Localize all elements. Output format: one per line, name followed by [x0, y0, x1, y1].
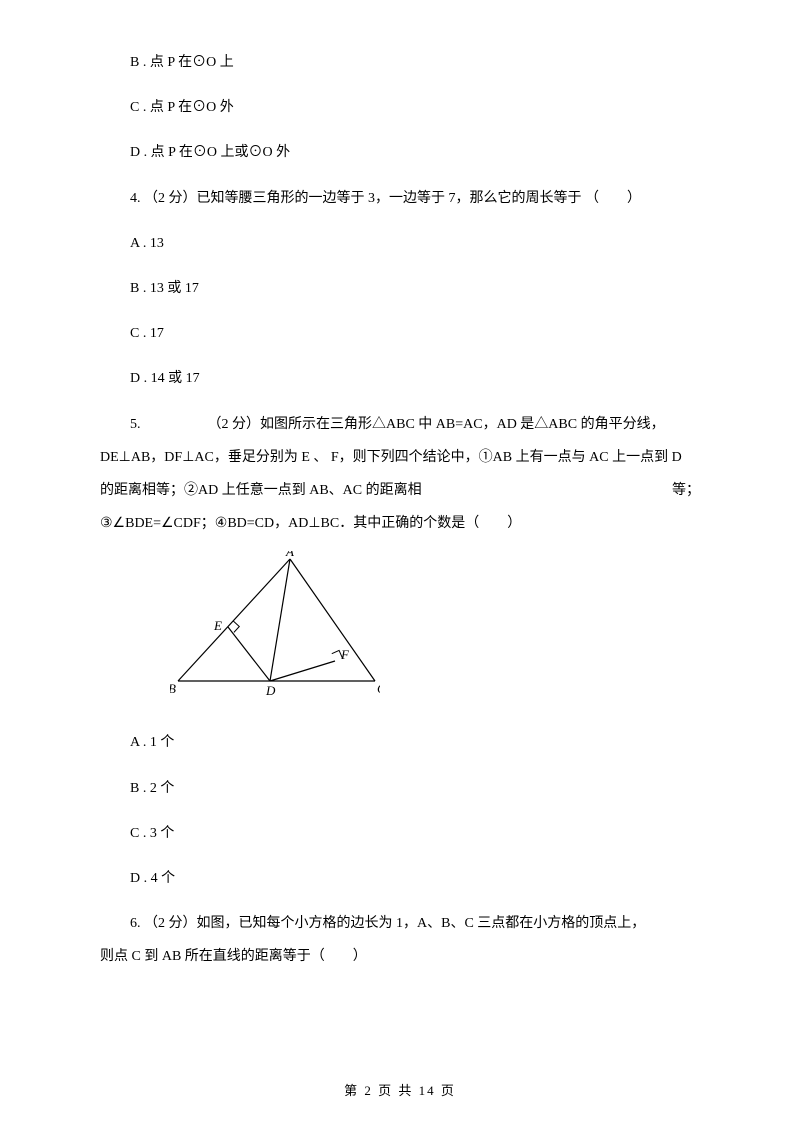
q5-diagram: A B C D E F	[170, 551, 700, 705]
q4-option-a: A . 13	[130, 231, 700, 256]
q3-option-b: B . 点 P 在⊙O 上	[130, 50, 700, 75]
q5-line1b: （2 分）如图所示在三角形△ABC 中 AB=AC，AD 是△ABC 的角平分线…	[208, 417, 665, 432]
triangle-diagram-svg: A B C D E F	[170, 551, 380, 696]
q5-option-d: D . 4 个	[130, 866, 700, 891]
q5-option-a: A . 1 个	[130, 730, 700, 755]
svg-text:E: E	[213, 618, 222, 633]
q5-line1: 5. （2 分）如图所示在三角形△ABC 中 AB=AC，AD 是△ABC 的角…	[130, 412, 700, 437]
q5-line2: DE⊥AB，DF⊥AC，垂足分别为 E 、 F，则下列四个结论中，①AB 上有一…	[100, 445, 700, 470]
q5-line4: ③∠BDE=∠CDF；④BD=CD，AD⊥BC．其中正确的个数是（ ）	[100, 511, 700, 536]
q4-option-c: C . 17	[130, 321, 700, 346]
q5-option-b: B . 2 个	[130, 776, 700, 801]
q4-stem: 4. （2 分）已知等腰三角形的一边等于 3，一边等于 7，那么它的周长等于 （…	[130, 186, 700, 211]
q5-num: 5.	[130, 417, 144, 432]
svg-text:C: C	[377, 681, 380, 696]
svg-text:B: B	[170, 681, 176, 696]
svg-text:A: A	[285, 551, 294, 559]
q4-option-d: D . 14 或 17	[130, 366, 700, 391]
q4-option-b: B . 13 或 17	[130, 276, 700, 301]
q6-line2: 则点 C 到 AB 所在直线的距离等于（ ）	[100, 944, 700, 969]
q6-line1: 6. （2 分）如图，已知每个小方格的边长为 1，A、B、C 三点都在小方格的顶…	[130, 911, 700, 936]
q5-line3: 的距离相等；②AD 上任意一点到 AB、AC 的距离相 等；	[100, 478, 700, 503]
svg-text:F: F	[340, 647, 350, 662]
page-footer: 第 2 页 共 14 页	[0, 1079, 800, 1102]
q5-option-c: C . 3 个	[130, 821, 700, 846]
q3-option-d: D . 点 P 在⊙O 上或⊙O 外	[130, 140, 700, 165]
svg-text:D: D	[265, 683, 276, 696]
q5-line3b: 等；	[672, 478, 700, 503]
q5-line3a: 的距离相等；②AD 上任意一点到 AB、AC 的距离相	[100, 478, 422, 503]
q3-option-c: C . 点 P 在⊙O 外	[130, 95, 700, 120]
